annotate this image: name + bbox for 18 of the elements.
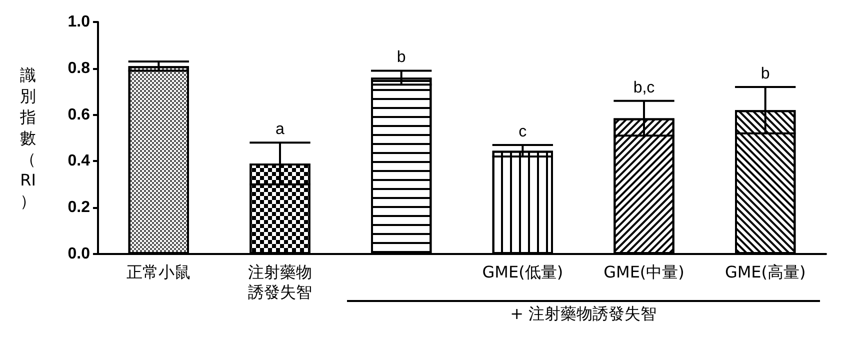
data-label: b — [396, 49, 406, 66]
y-tick-label: 0.2 — [68, 199, 90, 216]
y-axis-title: 識別指數（RI） — [19, 66, 36, 210]
x-tick-label: GME(中量) — [604, 262, 684, 282]
x-tick-label: 正常小鼠 — [126, 262, 191, 282]
text: + 注射藥物誘發失智 — [509, 304, 658, 325]
data-label: c — [518, 123, 527, 140]
y-tick-label: 0.8 — [68, 60, 90, 77]
data-label: b,c — [633, 79, 655, 96]
y-tick-label: 0.4 — [68, 152, 90, 170]
data-label: a — [276, 121, 285, 138]
x-tick-label: GME(低量) — [482, 262, 564, 282]
text: 1.0 — [68, 14, 90, 30]
x-tick-label: 注射藥物誘發失智 — [248, 262, 312, 302]
text: 0.0 — [68, 246, 90, 262]
data-label: b — [760, 65, 770, 82]
y-tick-label: 0.6 — [68, 106, 90, 124]
x-tick-label: GME(高量) — [724, 262, 806, 282]
